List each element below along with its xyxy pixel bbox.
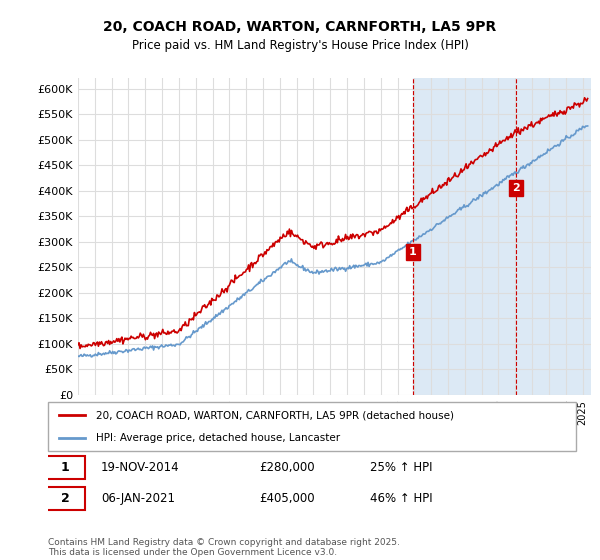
Text: HPI: Average price, detached house, Lancaster: HPI: Average price, detached house, Lanc… <box>95 433 340 444</box>
Text: 19-NOV-2014: 19-NOV-2014 <box>101 461 179 474</box>
Text: 1: 1 <box>409 247 416 257</box>
Text: Contains HM Land Registry data © Crown copyright and database right 2025.
This d: Contains HM Land Registry data © Crown c… <box>48 538 400 557</box>
Text: 1: 1 <box>61 461 70 474</box>
Text: £280,000: £280,000 <box>259 461 315 474</box>
FancyBboxPatch shape <box>46 456 85 479</box>
Text: 46% ↑ HPI: 46% ↑ HPI <box>370 492 433 505</box>
Text: 2: 2 <box>512 183 520 193</box>
Text: Price paid vs. HM Land Registry's House Price Index (HPI): Price paid vs. HM Land Registry's House … <box>131 39 469 52</box>
Text: £405,000: £405,000 <box>259 492 315 505</box>
Text: 25% ↑ HPI: 25% ↑ HPI <box>370 461 433 474</box>
Text: 06-JAN-2021: 06-JAN-2021 <box>101 492 175 505</box>
Text: 20, COACH ROAD, WARTON, CARNFORTH, LA5 9PR: 20, COACH ROAD, WARTON, CARNFORTH, LA5 9… <box>103 20 497 34</box>
Text: 2: 2 <box>61 492 70 505</box>
FancyBboxPatch shape <box>46 487 85 510</box>
Text: 20, COACH ROAD, WARTON, CARNFORTH, LA5 9PR (detached house): 20, COACH ROAD, WARTON, CARNFORTH, LA5 9… <box>95 410 454 421</box>
FancyBboxPatch shape <box>48 402 576 451</box>
Bar <box>413 78 591 395</box>
